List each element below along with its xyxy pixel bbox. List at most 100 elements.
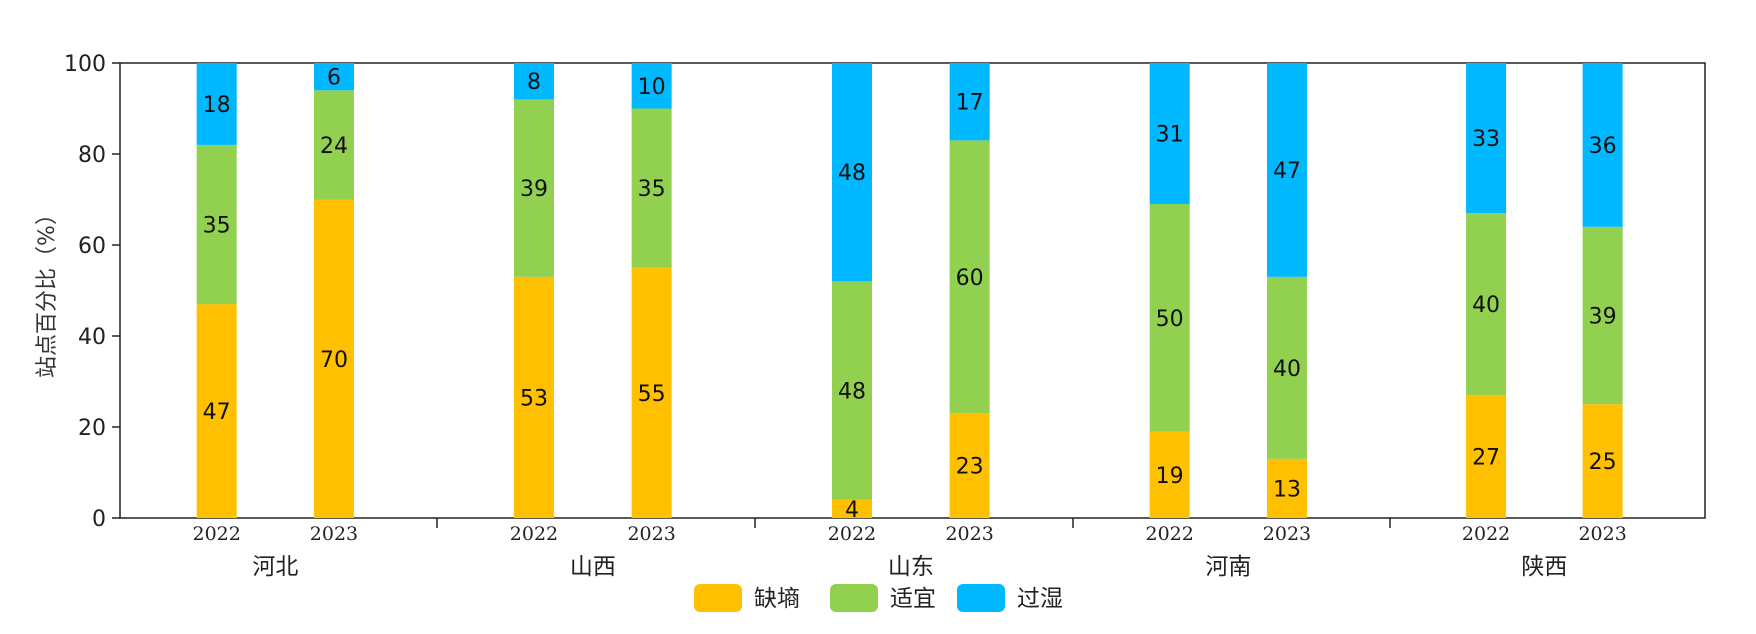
data-label: 55 bbox=[638, 382, 666, 407]
data-label: 19 bbox=[1156, 464, 1184, 489]
bar-segment bbox=[1266, 63, 1307, 277]
data-label: 50 bbox=[1156, 307, 1184, 332]
x-axis: 2022 2023 河北 2022 2023 山西 2022 2023 山东 2022 2023 河南… bbox=[193, 518, 1627, 580]
y-tick-label: 40 bbox=[78, 325, 106, 350]
y-tick-label: 20 bbox=[78, 416, 106, 441]
data-label: 35 bbox=[638, 177, 666, 202]
data-label: 40 bbox=[1273, 357, 1301, 382]
y-axis-title: 站点百分比（%） bbox=[35, 203, 60, 378]
data-label: 35 bbox=[203, 214, 231, 239]
x-tick-label-year: 2022 bbox=[828, 523, 876, 545]
bar-segment bbox=[1466, 395, 1507, 518]
bar-segment bbox=[313, 199, 354, 518]
data-label: 53 bbox=[520, 386, 548, 411]
data-label: 70 bbox=[320, 348, 348, 373]
bar-group: 47 35 18 70 24 6 bbox=[196, 63, 354, 518]
data-label: 47 bbox=[1273, 159, 1301, 184]
y-tick-label: 80 bbox=[78, 143, 106, 168]
bar-segment bbox=[196, 63, 237, 145]
data-label: 47 bbox=[203, 400, 231, 425]
bar-segment bbox=[1266, 276, 1307, 459]
bar-segment bbox=[1582, 404, 1623, 518]
data-label: 36 bbox=[1589, 134, 1617, 159]
x-group-label: 陕西 bbox=[1521, 554, 1567, 580]
data-label: 6 bbox=[327, 66, 341, 91]
data-label: 31 bbox=[1156, 123, 1184, 148]
legend-label: 过湿 bbox=[1017, 586, 1063, 612]
bar-segment bbox=[313, 63, 354, 91]
data-label: 8 bbox=[527, 70, 541, 95]
data-label: 48 bbox=[838, 161, 866, 186]
data-label: 40 bbox=[1472, 293, 1500, 318]
data-label: 33 bbox=[1472, 127, 1500, 152]
legend-swatch bbox=[830, 584, 878, 612]
bar-segment bbox=[949, 413, 990, 518]
x-tick-label-year: 2023 bbox=[1263, 523, 1311, 545]
x-group-label: 河北 bbox=[252, 554, 298, 580]
bars: 4735187024653398553510448482360171950311… bbox=[196, 63, 1623, 523]
bar-segment bbox=[1149, 431, 1190, 518]
bar-segment bbox=[631, 267, 672, 518]
bar-segment bbox=[631, 63, 672, 109]
bar-segment bbox=[831, 281, 872, 500]
bar-segment bbox=[196, 144, 237, 305]
legend-swatch bbox=[694, 584, 742, 612]
y-axis: 0 20 40 60 80 100 bbox=[64, 52, 120, 532]
bar-segment bbox=[949, 63, 990, 141]
bar-segment bbox=[1149, 63, 1190, 205]
bar-group: 27 40 33 25 39 36 bbox=[1466, 63, 1623, 518]
bar-segment bbox=[631, 108, 672, 268]
x-tick-label-year: 2023 bbox=[627, 523, 675, 545]
data-label: 18 bbox=[203, 93, 231, 118]
y-tick-label: 100 bbox=[64, 52, 106, 77]
x-tick-label-year: 2022 bbox=[510, 523, 558, 545]
bar-segment bbox=[1266, 458, 1307, 518]
data-label: 48 bbox=[838, 380, 866, 405]
x-group-label: 河南 bbox=[1205, 554, 1251, 580]
bar-segment bbox=[1466, 63, 1507, 214]
bar-segment bbox=[831, 63, 872, 282]
y-axis-title-group: 站点百分比（%） bbox=[35, 203, 60, 378]
x-tick-label-year: 2023 bbox=[945, 523, 993, 545]
data-label: 4 bbox=[845, 498, 859, 523]
bar-group: 4 48 48 23 60 17 bbox=[831, 63, 990, 523]
y-tick-label: 60 bbox=[78, 234, 106, 259]
legend-label: 缺墒 bbox=[754, 586, 800, 612]
data-label: 39 bbox=[1589, 305, 1617, 330]
x-tick-label-year: 2022 bbox=[1146, 523, 1194, 545]
bar-segment bbox=[513, 99, 554, 277]
data-label: 23 bbox=[956, 455, 984, 480]
plot-frame bbox=[119, 62, 1706, 519]
bar-group: 53 39 8 55 35 10 bbox=[513, 63, 672, 518]
bar-segment bbox=[513, 63, 554, 100]
bar-segment bbox=[1466, 213, 1507, 396]
bar-segment bbox=[196, 304, 237, 518]
x-tick-label-year: 2023 bbox=[1578, 523, 1626, 545]
x-group-label: 山东 bbox=[888, 554, 934, 580]
data-label: 25 bbox=[1589, 450, 1617, 475]
data-label: 39 bbox=[520, 177, 548, 202]
x-group-label: 山西 bbox=[570, 554, 616, 580]
data-label: 10 bbox=[638, 75, 666, 100]
x-tick-label-year: 2023 bbox=[310, 523, 358, 545]
bar-segment bbox=[513, 276, 554, 518]
bar-segment bbox=[949, 140, 990, 414]
y-tick-label: 0 bbox=[92, 507, 106, 532]
bar-segment bbox=[1582, 226, 1623, 405]
data-label: 60 bbox=[956, 266, 984, 291]
bar-segment bbox=[313, 90, 354, 200]
legend: 缺墒 适宜 过湿 bbox=[694, 584, 1063, 612]
legend-swatch bbox=[957, 584, 1005, 612]
bar-segment bbox=[831, 499, 872, 518]
data-label: 27 bbox=[1472, 446, 1500, 471]
data-label: 24 bbox=[320, 134, 348, 159]
bar-segment bbox=[1582, 63, 1623, 227]
plot-border bbox=[119, 62, 1706, 519]
data-label: 17 bbox=[956, 91, 984, 116]
bar-segment bbox=[1149, 204, 1190, 432]
x-tick-label-year: 2022 bbox=[193, 523, 241, 545]
bar-group: 19 50 31 13 40 47 bbox=[1149, 63, 1307, 518]
x-tick-label-year: 2022 bbox=[1462, 523, 1510, 545]
data-label: 13 bbox=[1273, 477, 1301, 502]
